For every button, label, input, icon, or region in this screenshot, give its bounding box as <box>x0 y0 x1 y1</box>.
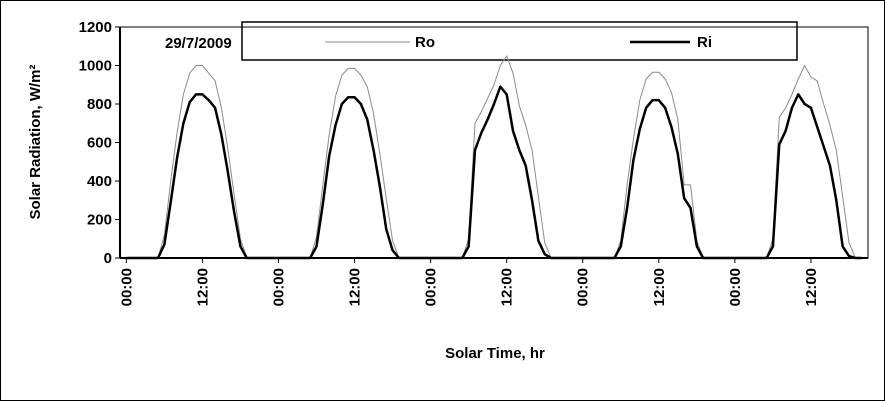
legend-label: Ri <box>697 34 712 51</box>
y-tick-label: 400 <box>87 173 112 190</box>
y-tick-label: 800 <box>87 96 112 113</box>
x-tick-label: 12:00 <box>651 268 668 306</box>
x-tick-label: 00:00 <box>575 268 592 306</box>
x-tick-label: 00:00 <box>727 268 744 306</box>
x-axis-title: Solar Time, hr <box>445 345 545 362</box>
legend-box <box>241 21 798 61</box>
y-tick-label: 600 <box>87 135 112 152</box>
x-tick-label: 12:00 <box>803 268 820 306</box>
x-tick-label: 00:00 <box>118 268 135 306</box>
y-tick-label: 1000 <box>79 58 112 75</box>
x-tick-label: 12:00 <box>347 268 364 306</box>
x-tick-label: 00:00 <box>270 268 287 306</box>
annotation: 29/7/2009 <box>165 35 232 52</box>
x-tick-label: 00:00 <box>423 268 440 306</box>
y-tick-label: 0 <box>104 250 112 267</box>
legend-label: Ro <box>415 34 435 51</box>
x-tick-label: 12:00 <box>499 268 516 306</box>
y-tick-label: 200 <box>87 212 112 229</box>
y-tick-label: 1200 <box>79 19 112 36</box>
x-tick-label: 12:00 <box>194 268 211 306</box>
y-axis-title: Solar Radiation, W/m² <box>27 64 44 219</box>
series-line <box>126 55 862 259</box>
series-line <box>126 85 862 260</box>
